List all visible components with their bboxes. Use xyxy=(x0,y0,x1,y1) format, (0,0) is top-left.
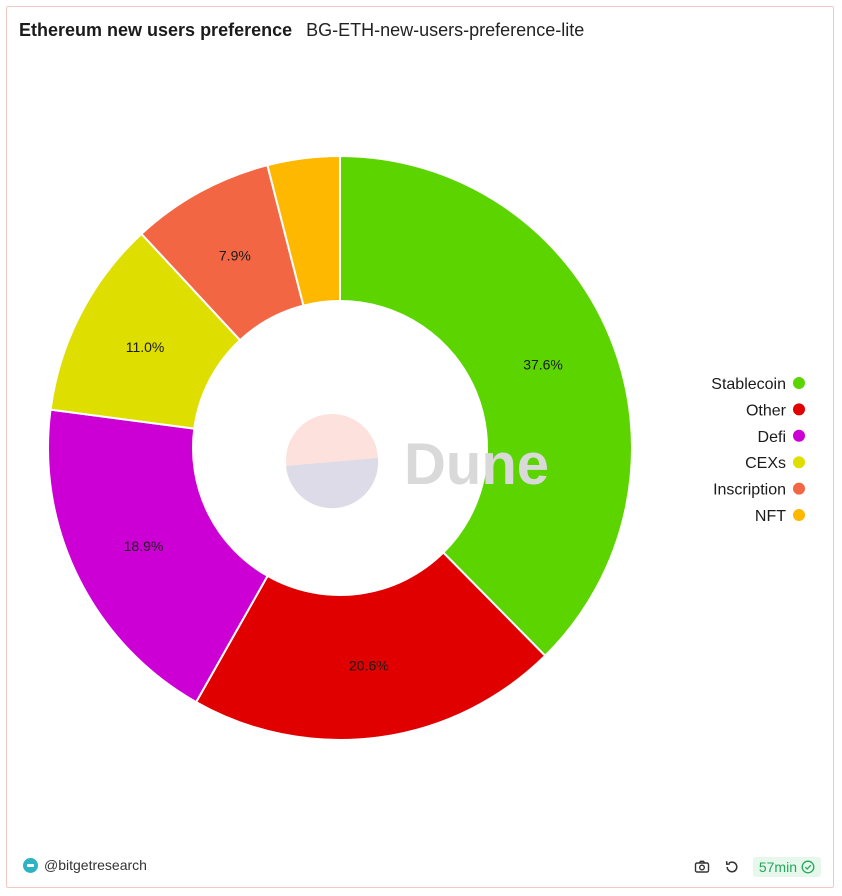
slice-nft[interactable] xyxy=(266,154,341,307)
chart-title: Ethereum new users preference xyxy=(19,20,293,40)
legend-label: Stablecoin xyxy=(711,376,786,393)
legend-item-cexs[interactable]: CEXs xyxy=(745,455,805,472)
slice-label-other: 20.6% xyxy=(349,658,389,674)
refresh-icon[interactable] xyxy=(723,858,741,876)
legend-item-defi[interactable]: Defi xyxy=(758,429,805,446)
legend-item-nft[interactable]: NFT xyxy=(755,508,805,525)
watermark-text: Dune xyxy=(404,432,549,497)
legend-swatch xyxy=(793,456,805,469)
slice-defi[interactable] xyxy=(47,408,269,704)
query-name[interactable]: BG-ETH-new-users-preference-lite xyxy=(306,20,585,40)
legend-item-stablecoin[interactable]: Stablecoin xyxy=(711,376,805,393)
legend-label: NFT xyxy=(755,508,786,525)
labels-layer: 37.6% 20.6% 18.9% 11.0% 7.9% xyxy=(124,247,563,673)
legend-swatch xyxy=(793,377,805,389)
legend-label: Defi xyxy=(758,429,786,446)
chart-legend: Stablecoin Other Defi CEXs Inscription NFT xyxy=(711,376,805,525)
slice-label-stablecoin: 37.6% xyxy=(523,357,563,373)
legend-swatch xyxy=(793,403,805,416)
chart-header: Ethereum new users preference BG-ETH-new… xyxy=(19,20,584,41)
camera-icon[interactable] xyxy=(693,858,711,876)
legend-swatch xyxy=(793,509,805,521)
author-handle[interactable]: @bitgetresearch xyxy=(44,857,147,873)
author-credit[interactable]: @bitgetresearch xyxy=(23,857,147,873)
legend-label: Inscription xyxy=(713,482,786,499)
refresh-age: 57min xyxy=(758,859,797,875)
slice-other[interactable] xyxy=(194,551,547,741)
legend-label: Other xyxy=(746,402,787,419)
avatar-icon xyxy=(23,857,38,873)
legend-item-other[interactable]: Other xyxy=(746,402,805,419)
legend-swatch xyxy=(793,482,805,495)
slice-label-cexs: 11.0% xyxy=(126,339,165,355)
legend-item-inscription[interactable]: Inscription xyxy=(713,482,805,499)
slices-layer xyxy=(47,154,633,741)
legend-swatch xyxy=(793,429,805,442)
watermark-logo-bottom xyxy=(286,458,379,509)
check-circle-icon xyxy=(801,860,815,874)
slice-label-inscription: 7.9% xyxy=(219,247,251,263)
dune-watermark: Dune xyxy=(286,414,549,509)
chart-toolbar: 57min xyxy=(693,857,821,877)
freshness-badge: 57min xyxy=(752,857,821,877)
legend-label: CEXs xyxy=(745,455,786,472)
slice-stablecoin[interactable] xyxy=(339,154,633,658)
slice-label-defi: 18.9% xyxy=(124,538,164,554)
